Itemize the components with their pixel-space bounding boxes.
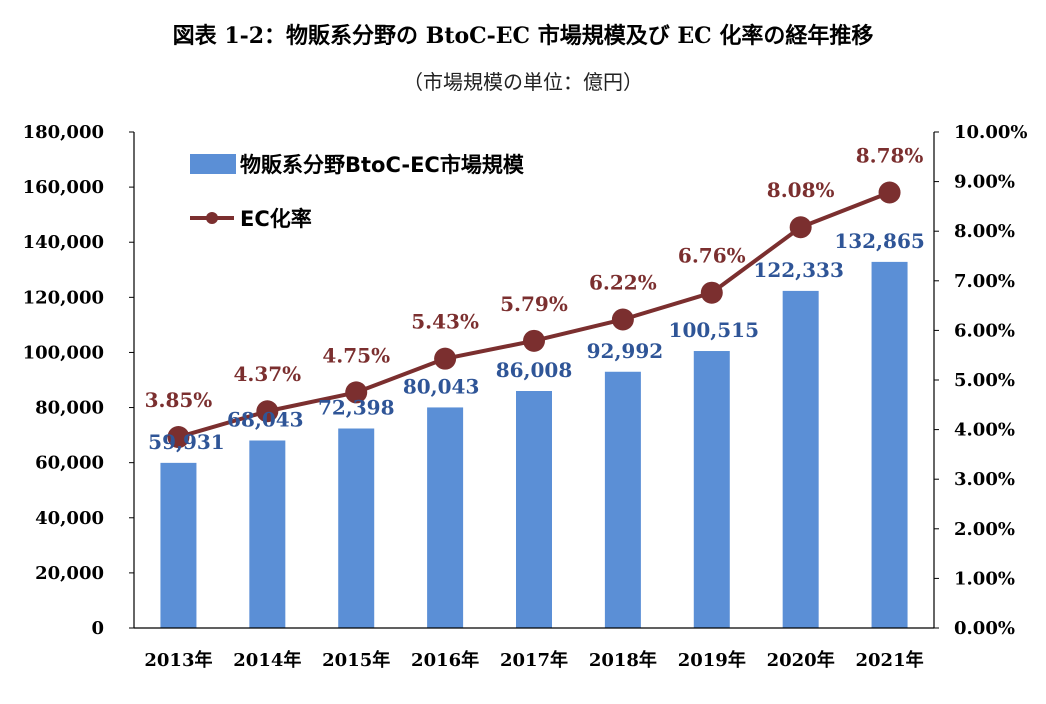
right-tick-label: 3.00% — [954, 469, 1015, 490]
ec-rate-label: 5.43% — [411, 310, 479, 334]
x-tick-label: 2017年 — [500, 649, 568, 671]
x-tick-label: 2014年 — [233, 649, 301, 671]
right-tick-label: 6.00% — [954, 320, 1015, 341]
right-tick-label: 4.00% — [954, 420, 1015, 441]
bar-2014年 — [249, 440, 286, 628]
right-tick-label: 5.00% — [954, 370, 1015, 391]
bar-value-label: 72,398 — [318, 396, 395, 420]
bar-2015年 — [338, 428, 375, 628]
left-tick-label: 80,000 — [35, 398, 104, 419]
left-tick-label: 180,000 — [23, 122, 104, 143]
bar-2018年 — [604, 371, 641, 628]
ec-rate-point — [434, 347, 457, 370]
ec-rate-point — [700, 281, 723, 304]
ec-rate-label: 3.85% — [145, 388, 213, 412]
legend-line-marker — [206, 212, 218, 224]
bar-2017年 — [516, 391, 552, 628]
legend-bar-label: 物販系分野BtoC-EC市場規模 — [240, 153, 525, 177]
bar-2013年 — [160, 462, 197, 628]
x-tick-label: 2019年 — [678, 649, 746, 671]
chart-title: 図表 1-2：物販系分野の BtoC-EC 市場規模及び EC 化率の経年推移 — [172, 23, 874, 49]
x-tick-label: 2013年 — [144, 649, 212, 671]
x-tick-label: 2020年 — [767, 649, 835, 671]
right-tick-label: 10.00% — [954, 122, 1027, 143]
legend-bar-swatch — [190, 154, 236, 174]
bar-value-label: 80,043 — [403, 374, 480, 398]
ec-rate-point — [345, 381, 368, 404]
x-tick-label: 2018年 — [589, 649, 657, 671]
right-tick-label: 8.00% — [954, 221, 1015, 242]
ec-rate-label: 5.79% — [500, 292, 568, 316]
bar-value-label: 86,008 — [496, 358, 573, 382]
bar-2019年 — [693, 351, 730, 628]
bar-value-label: 59,931 — [148, 430, 225, 454]
left-tick-label: 120,000 — [23, 287, 104, 308]
bar-value-label: 122,333 — [753, 258, 843, 282]
ec-rate-point — [256, 400, 279, 423]
ec-rate-label: 6.76% — [678, 244, 746, 268]
left-tick-label: 60,000 — [35, 453, 104, 474]
bar-value-label: 68,043 — [227, 408, 304, 432]
right-tick-label: 1.00% — [954, 568, 1015, 589]
ec-rate-label: 8.08% — [767, 178, 835, 202]
x-tick-label: 2015年 — [322, 649, 390, 671]
right-tick-label: 0.00% — [954, 618, 1015, 639]
ec-rate-point — [523, 329, 545, 352]
left-tick-label: 140,000 — [23, 232, 104, 253]
ec-rate-point — [167, 426, 190, 449]
left-tick-label: 0 — [91, 618, 104, 639]
ec-rate-point — [878, 181, 901, 204]
legend-line-label: EC化率 — [240, 207, 312, 231]
bar-2016年 — [427, 407, 464, 628]
bar-value-label: 132,865 — [834, 229, 924, 253]
ec-rate-label: 4.75% — [322, 343, 390, 367]
bar-2021年 — [871, 261, 908, 628]
right-tick-label: 2.00% — [954, 519, 1015, 540]
ec-rate-label: 4.37% — [233, 362, 301, 386]
left-tick-label: 20,000 — [35, 563, 104, 584]
left-tick-label: 40,000 — [35, 508, 104, 529]
left-tick-label: 100,000 — [23, 342, 104, 363]
ec-rate-label: 6.22% — [589, 270, 657, 294]
x-tick-label: 2021年 — [856, 649, 924, 671]
ec-rate-point — [789, 216, 812, 239]
ec-rate-label: 8.78% — [856, 144, 924, 168]
left-tick-label: 160,000 — [23, 177, 104, 198]
right-tick-label: 9.00% — [954, 172, 1015, 193]
ec-rate-point — [611, 308, 634, 331]
bar-value-label: 100,515 — [669, 318, 759, 342]
chart-subtitle: （市場規模の単位：億円） — [403, 70, 643, 94]
bar-value-label: 92,992 — [587, 339, 664, 363]
bar-2020年 — [782, 290, 819, 628]
x-tick-label: 2016年 — [411, 649, 479, 671]
right-tick-label: 7.00% — [954, 271, 1015, 292]
